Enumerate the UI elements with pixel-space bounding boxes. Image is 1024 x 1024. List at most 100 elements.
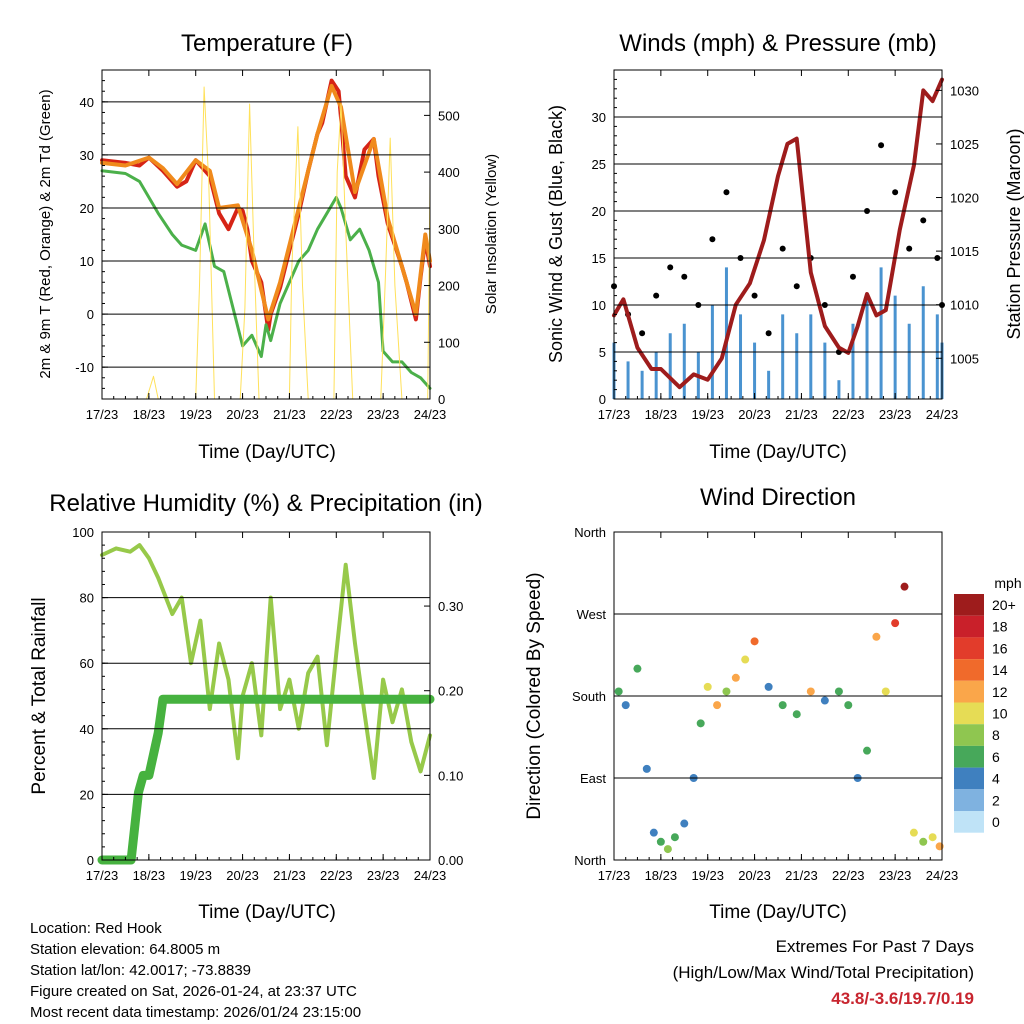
direction-point (881, 687, 890, 696)
direction-xtick-label: 17/23 (598, 868, 631, 883)
temperature-xtick-label: 24/23 (414, 407, 447, 422)
temperature-y2label: Solar Insolation (Yellow) (483, 154, 500, 314)
direction-ytick-label: North (574, 853, 606, 868)
humidity-ytick-label: 80 (80, 591, 94, 606)
temperature-ytick-label: 10 (80, 254, 94, 269)
winds-ytick-label: 25 (592, 157, 606, 172)
gust-point (892, 189, 899, 196)
legend-swatch (954, 615, 984, 638)
gust-point (751, 292, 758, 299)
winds-y2label: Station Pressure (Maroon) (1004, 128, 1024, 339)
winds-series-pressure (612, 77, 944, 390)
winds-gridlines (614, 116, 942, 353)
direction-point (614, 687, 623, 696)
direction-xtick-label: 22/23 (832, 868, 865, 883)
gust-point (779, 245, 786, 252)
temperature-xtick-label: 17/23 (86, 407, 119, 422)
winds-xtick-label: 24/23 (926, 407, 959, 422)
figure-created: Figure created on Sat, 2026-01-24, at 23… (30, 983, 357, 1000)
direction-xtick-label: 18/23 (645, 868, 678, 883)
humidity-xtick-label: 18/23 (133, 868, 166, 883)
temperature-y2tick-label: 0 (438, 392, 445, 407)
station-info: Location: Red Hook Station elevation: 64… (30, 918, 361, 1023)
direction-point (731, 673, 740, 682)
legend-label: 4 (992, 771, 1000, 787)
humidity-ytick-label: 100 (72, 525, 94, 540)
winds-xtick-label: 19/23 (691, 407, 724, 422)
legend-label: 14 (992, 662, 1008, 678)
humidity-xtick-label: 21/23 (273, 868, 306, 883)
station-latlon: Station lat/lon: 42.0017; -73.8839 (30, 962, 252, 979)
temperature-series-temp9m (100, 83, 432, 322)
temperature-xtick-label: 21/23 (273, 407, 306, 422)
direction-point (863, 746, 872, 755)
direction-point (909, 828, 918, 837)
temperature-xtick-label: 19/23 (179, 407, 212, 422)
humidity-xtick-label: 22/23 (320, 868, 353, 883)
temperature-xtick-label: 18/23 (133, 407, 166, 422)
legend-label: 18 (992, 619, 1008, 635)
gust-point (849, 273, 856, 280)
extremes-title: Extremes For Past 7 Days (775, 937, 974, 956)
temperature-y2tick-label: 500 (438, 108, 460, 123)
legend-swatch (954, 789, 984, 811)
temperature-y2tick-label: 100 (438, 335, 460, 350)
winds-panel: Winds (mph) & Pressure (mb) 051015202530… (546, 30, 1024, 463)
legend-swatch (954, 637, 984, 660)
legend-label: 10 (992, 706, 1008, 722)
direction-point (649, 828, 658, 837)
temperature-ytick-label: -10 (75, 360, 94, 375)
humidity-ytick-label: 60 (80, 656, 94, 671)
humidity-xlabel: Time (Day/UTC) (198, 902, 336, 923)
winds-xtick-label: 23/23 (879, 407, 912, 422)
winds-ytick-label: 15 (592, 251, 606, 266)
temperature-y2tick-label: 400 (438, 165, 460, 180)
legend-swatch (954, 811, 984, 833)
direction-ytick-label: West (577, 607, 607, 622)
direction-point (764, 682, 773, 691)
legend-swatch (954, 680, 984, 703)
humidity-ticks: 0 20 40 60 80 100 0.00 0.10 0.20 0.30 17/23 18/23 19… (72, 525, 463, 883)
temperature-panel: Temperature (F) -10010203040010020030040… (37, 30, 500, 463)
temperature-title: Temperature (F) (181, 30, 353, 57)
direction-point (872, 632, 881, 641)
winds-y2tick-label: 1020 (950, 191, 979, 206)
temperature-gridlines (102, 101, 430, 368)
direction-xtick-label: 19/23 (691, 868, 724, 883)
gust-point (653, 292, 660, 299)
temperature-ytick-label: 20 (80, 201, 94, 216)
direction-point (713, 701, 722, 710)
direction-point (778, 701, 787, 710)
direction-xtick-label: 21/23 (785, 868, 818, 883)
humidity-xtick-label: 20/23 (226, 868, 259, 883)
winds-xtick-label: 18/23 (645, 407, 678, 422)
winds-title: Winds (mph) & Pressure (mb) (619, 30, 936, 57)
direction-point (670, 833, 679, 842)
temperature-series-dew (100, 169, 432, 390)
station-elevation: Station elevation: 64.8005 m (30, 941, 221, 958)
direction-point (642, 764, 651, 773)
humidity-ylabel: Percent & Total Rainfall (29, 597, 50, 794)
legend-label: 2 (992, 792, 1000, 808)
temperature-xtick-label: 23/23 (367, 407, 400, 422)
gust-point (723, 189, 730, 196)
direction-point (928, 833, 937, 842)
winds-ytick-label: 20 (592, 204, 606, 219)
winds-ylabel: Sonic Wind & Gust (Blue, Black) (546, 105, 566, 363)
gust-point (878, 142, 885, 149)
extremes-values: 43.8/-3.6/19.7/0.19 (831, 989, 974, 1008)
direction-xtick-label: 23/23 (879, 868, 912, 883)
temperature-ytick-label: 30 (80, 148, 94, 163)
recent-timestamp: Most recent data timestamp: 2026/01/24 2… (30, 1004, 362, 1021)
gust-point (765, 330, 772, 337)
temperature-y2tick-label: 300 (438, 222, 460, 237)
legend-swatch (954, 767, 984, 790)
station-location: Location: Red Hook (30, 920, 162, 937)
legend-label: 16 (992, 640, 1008, 656)
legend-label: 6 (992, 749, 1000, 765)
direction-point (806, 687, 815, 696)
direction-ytick-label: North (574, 525, 606, 540)
